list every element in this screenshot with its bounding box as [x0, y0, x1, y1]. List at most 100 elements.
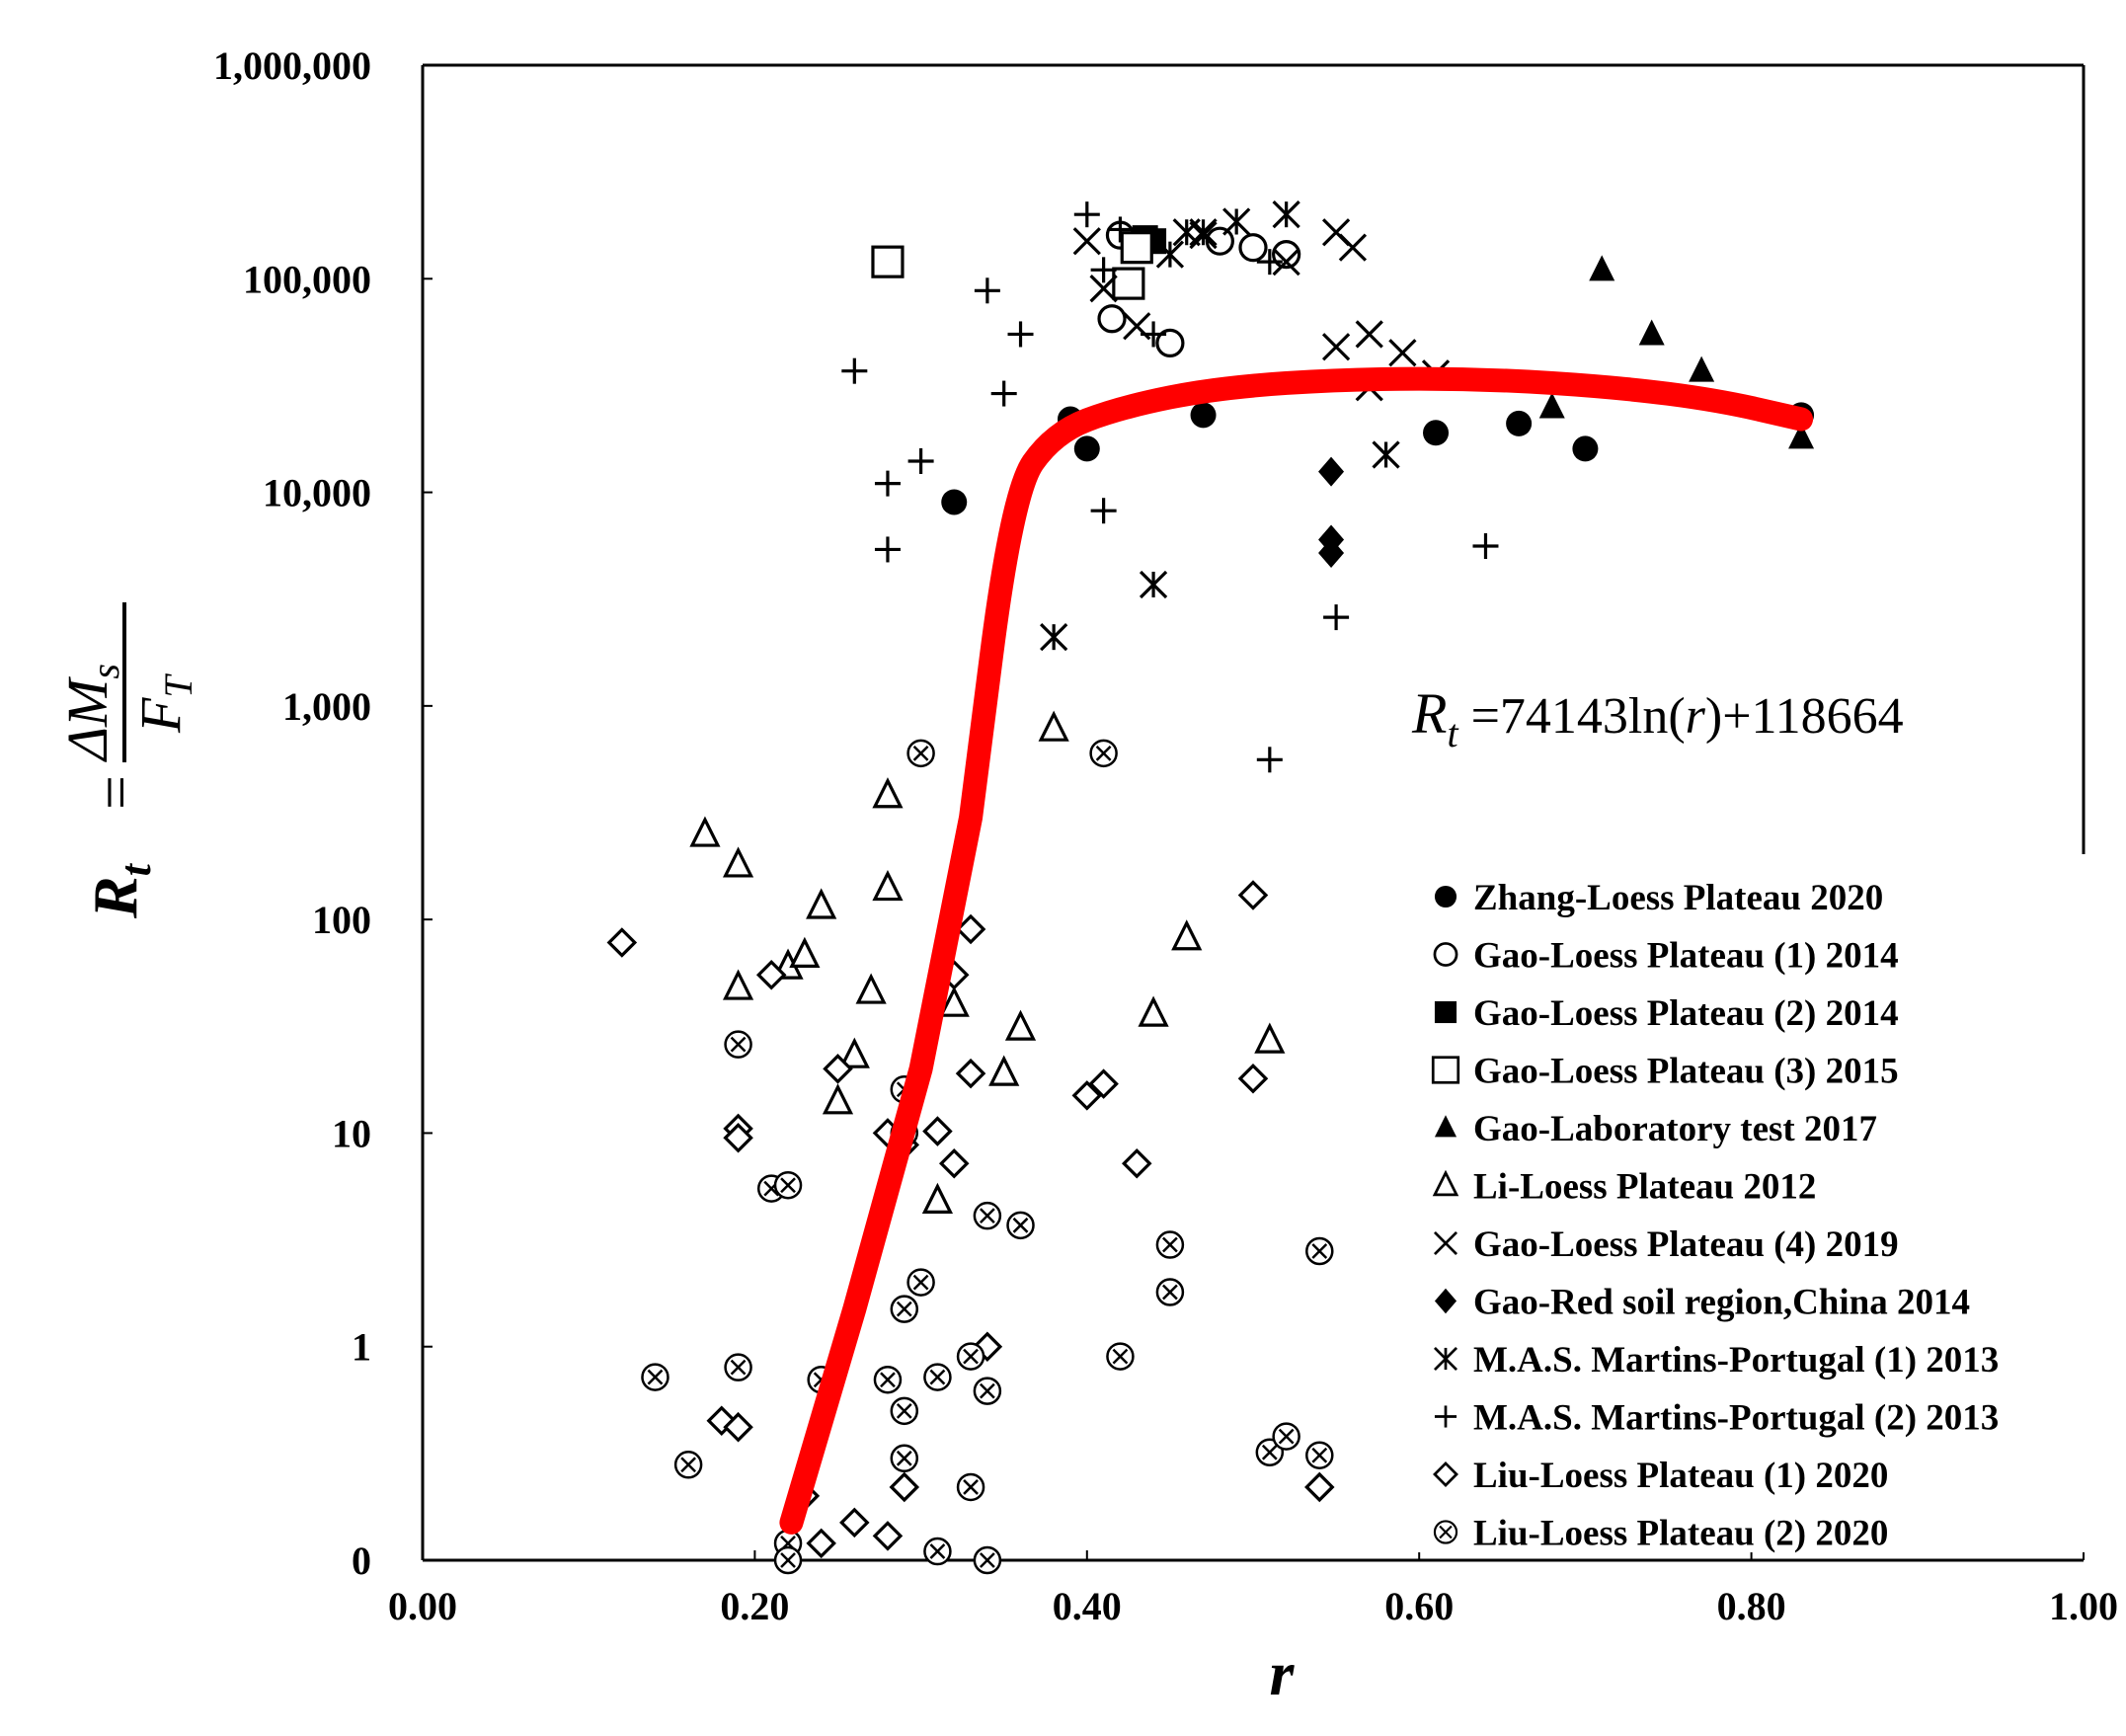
- data-point: [1318, 537, 1345, 568]
- data-point: [874, 470, 901, 497]
- data-point: [923, 1363, 952, 1391]
- data-point: [1272, 1422, 1300, 1451]
- data-point: [1321, 333, 1351, 361]
- legend-label: Gao-Loess Plateau (2) 2014: [1473, 993, 1899, 1034]
- legend-label: Gao-Red soil region,China 2014: [1473, 1283, 1970, 1323]
- data-point: [1155, 1278, 1185, 1306]
- legend-marker: [1433, 1230, 1458, 1256]
- data-point: [1138, 995, 1169, 1027]
- data-point: [1107, 216, 1134, 243]
- data-point: [874, 536, 901, 563]
- y-tick-label: 10,000: [263, 471, 371, 515]
- legend: Zhang-Loess Plateau 2020 Gao-Loess Platea…: [1412, 871, 2103, 1554]
- data-point: [1090, 498, 1117, 524]
- svg-text:Rt: Rt: [80, 862, 160, 919]
- data-point: [673, 1451, 703, 1479]
- x-tick-label: 0.40: [1053, 1584, 1122, 1628]
- data-point: [1120, 231, 1153, 265]
- data-point: [806, 888, 837, 919]
- data-point: [1141, 321, 1167, 348]
- data-point: [1106, 1342, 1135, 1371]
- data-point: [1112, 267, 1145, 300]
- data-point: [1423, 420, 1450, 446]
- data-point: [1222, 207, 1251, 236]
- y-tick-label: 100,000: [243, 257, 371, 301]
- data-point: [1638, 319, 1665, 346]
- data-point: [906, 739, 935, 768]
- legend-marker: [1434, 1405, 1457, 1428]
- data-point: [1089, 739, 1118, 768]
- data-point: [838, 1037, 870, 1068]
- data-point: [907, 447, 934, 474]
- legend-marker: [1434, 1288, 1457, 1314]
- data-point: [839, 1507, 870, 1539]
- y-tick-label: 1,000,000: [213, 43, 371, 88]
- data-point: [938, 986, 970, 1017]
- data-point: [890, 1396, 919, 1426]
- legend-item: Gao-Loess Plateau (3) 2015: [1431, 1052, 1899, 1092]
- legend-label: M.A.S. Martins-Portugal (2) 2013: [1473, 1398, 1999, 1439]
- x-tick-label: 0.60: [1384, 1584, 1454, 1628]
- data-point: [889, 1471, 920, 1503]
- data-point: [789, 936, 821, 968]
- legend-item: M.A.S. Martins-Portugal (1) 2013: [1433, 1340, 1999, 1381]
- data-point: [1006, 1211, 1035, 1240]
- legend-box: [1412, 871, 2103, 1552]
- plot-frame: [421, 63, 2086, 1562]
- legend-label: Liu-Loess Plateau (2) 2020: [1473, 1514, 1888, 1554]
- series-10: [606, 880, 1335, 1559]
- data-point: [1506, 410, 1533, 436]
- data-point: [1171, 919, 1203, 951]
- data-point: [755, 960, 787, 990]
- legend-marker: [1434, 885, 1457, 908]
- y-tick-label: 0: [352, 1539, 371, 1583]
- y-tick-label: 10: [332, 1111, 371, 1155]
- legend-item: Gao-Loess Plateau (4) 2019: [1433, 1224, 1899, 1265]
- data-point: [973, 1545, 1002, 1575]
- data-point: [1121, 1148, 1152, 1179]
- data-point: [872, 869, 904, 902]
- data-point: [890, 1295, 919, 1323]
- legend-item: Gao-Red soil region,China 2014: [1434, 1283, 1970, 1323]
- data-point: [722, 969, 754, 1000]
- data-point: [1318, 456, 1345, 487]
- data-point: [1038, 710, 1069, 742]
- legend-label: Gao-Loess Plateau (4) 2019: [1473, 1224, 1899, 1265]
- data-point: [871, 245, 905, 278]
- data-point: [921, 1182, 954, 1214]
- data-points-layer: [606, 200, 1815, 1575]
- data-point: [1256, 249, 1283, 276]
- data-point: [773, 1170, 803, 1200]
- series-9: [841, 201, 1499, 773]
- data-point: [1090, 257, 1117, 283]
- legend-marker: [1434, 1115, 1457, 1138]
- data-point: [806, 1528, 836, 1559]
- data-point: [1237, 880, 1269, 910]
- data-point: [1538, 392, 1565, 419]
- y-title-denominator: FT: [128, 673, 200, 734]
- data-point: [1071, 1080, 1103, 1111]
- data-point: [1189, 218, 1218, 247]
- data-point: [724, 1030, 752, 1059]
- y-tick-label: 100: [312, 898, 371, 942]
- data-point: [773, 1545, 803, 1575]
- legend-item: Li-Loess Plateau 2012: [1432, 1167, 1816, 1208]
- legend-label: Li-Loess Plateau 2012: [1473, 1167, 1816, 1208]
- data-point: [1305, 1236, 1334, 1266]
- data-point: [990, 380, 1017, 407]
- data-point: [1272, 248, 1300, 276]
- data-point: [1589, 255, 1615, 281]
- data-point: [974, 277, 1000, 304]
- data-point: [941, 489, 968, 515]
- data-point: [1072, 227, 1101, 256]
- data-point: [1097, 304, 1127, 334]
- data-point: [823, 1054, 853, 1084]
- data-point: [1190, 402, 1217, 429]
- data-point: [689, 816, 721, 847]
- legend-marker: [1433, 942, 1458, 967]
- fit-curve: [779, 366, 1814, 1535]
- data-point: [922, 1116, 953, 1146]
- data-point: [956, 1472, 985, 1502]
- x-tick-label: 0.80: [1717, 1584, 1786, 1628]
